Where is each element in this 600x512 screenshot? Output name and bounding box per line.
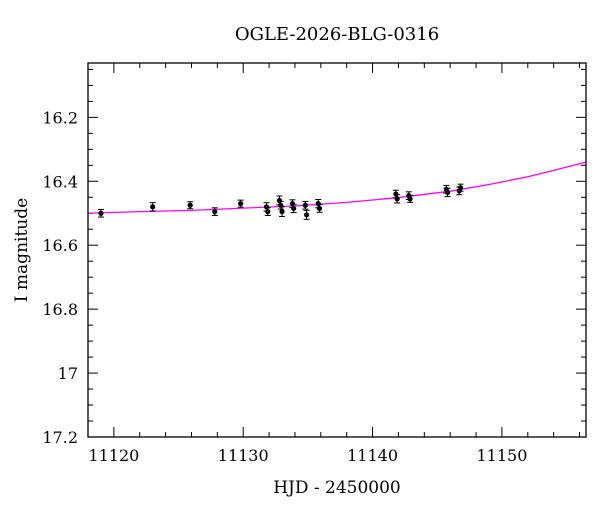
data-point <box>187 202 193 208</box>
plot-frame <box>87 62 587 438</box>
y-tick-label: 16.6 <box>42 236 78 255</box>
y-tick-label: 16.2 <box>42 108 78 127</box>
data-point <box>98 210 104 216</box>
data-point <box>279 209 285 215</box>
plot-area: 11120 11130 11140 11150 16.2 16.4 16.6 16.8 17 17… <box>42 63 587 465</box>
data-point <box>265 209 271 215</box>
y-tick-label: 17 <box>58 364 78 383</box>
data-point <box>289 201 295 207</box>
y-tick-label: 16.8 <box>42 300 78 319</box>
data-point <box>393 191 399 197</box>
x-tick-label: 11140 <box>347 446 398 465</box>
x-axis-label: HJD - 2450000 <box>273 478 401 498</box>
data-point <box>291 205 297 212</box>
data-point <box>407 196 413 202</box>
data-point <box>457 185 464 191</box>
data-point <box>263 204 270 210</box>
y-tick-label: 17.2 <box>42 428 78 447</box>
data-point <box>315 201 321 207</box>
x-tick-label: 11130 <box>218 446 269 465</box>
x-tick-label: 11120 <box>88 446 139 465</box>
y-axis-label: I magnitude <box>12 198 32 302</box>
chart-title: OGLE-2026-BLG-0316 <box>235 24 439 45</box>
data-point <box>276 197 283 204</box>
model-curve <box>87 161 587 214</box>
data-point <box>316 205 323 212</box>
x-tick-label: 11150 <box>476 446 527 465</box>
data-point <box>238 201 244 207</box>
data-point <box>212 209 218 215</box>
data-point <box>302 202 308 208</box>
data-point <box>150 204 156 210</box>
data-point <box>394 196 400 202</box>
data-point <box>304 212 310 218</box>
y-tick-label: 16.4 <box>42 172 78 191</box>
data-point <box>444 189 451 196</box>
